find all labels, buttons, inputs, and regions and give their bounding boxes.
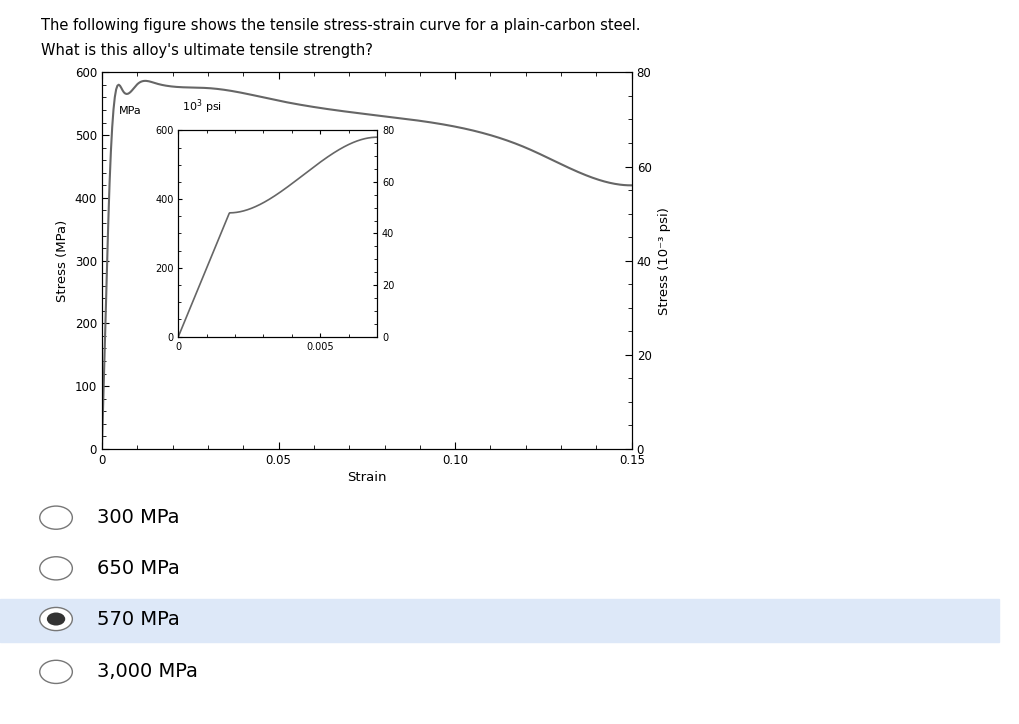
Text: The following figure shows the tensile stress-strain curve for a plain-carbon st: The following figure shows the tensile s… xyxy=(41,18,640,33)
Y-axis label: Stress (10⁻³ psi): Stress (10⁻³ psi) xyxy=(658,207,672,314)
Text: 3,000 MPa: 3,000 MPa xyxy=(97,662,198,681)
Text: 570 MPa: 570 MPa xyxy=(97,610,179,628)
Text: MPa: MPa xyxy=(118,106,142,116)
Text: $10^3$ psi: $10^3$ psi xyxy=(182,97,222,116)
Text: What is this alloy's ultimate tensile strength?: What is this alloy's ultimate tensile st… xyxy=(41,43,373,59)
Text: 650 MPa: 650 MPa xyxy=(97,559,179,578)
Text: 300 MPa: 300 MPa xyxy=(97,508,179,527)
Y-axis label: Stress (MPa): Stress (MPa) xyxy=(56,219,69,302)
X-axis label: Strain: Strain xyxy=(347,471,386,484)
